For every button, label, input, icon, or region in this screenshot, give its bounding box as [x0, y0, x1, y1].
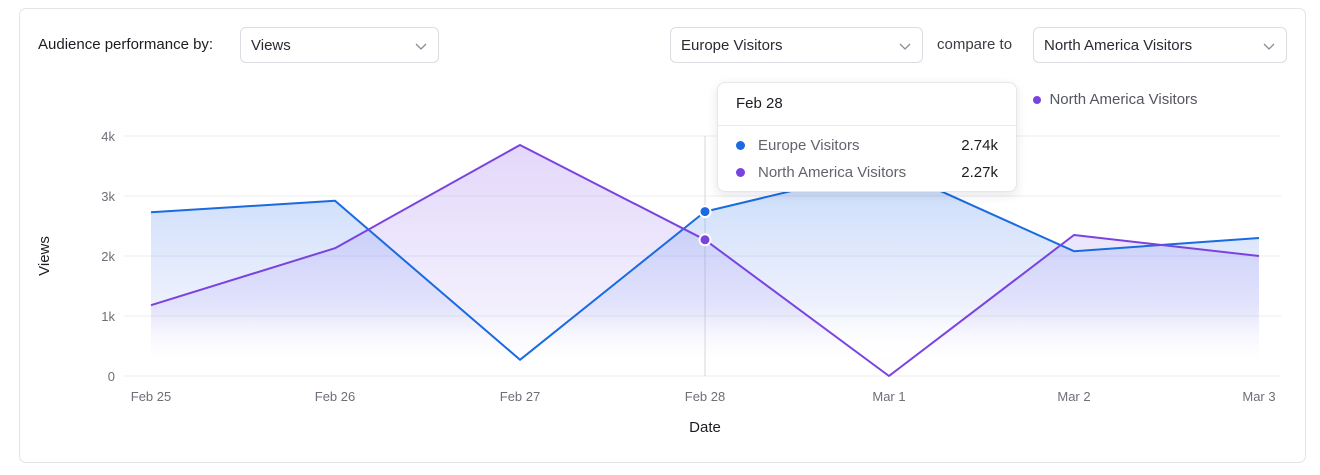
svg-text:Feb 26: Feb 26	[315, 389, 355, 404]
legend-dot-icon	[1033, 95, 1042, 104]
tooltip-divider	[718, 125, 1016, 126]
svg-text:4k: 4k	[101, 129, 115, 144]
primary-series-value: Europe Visitors	[681, 36, 783, 54]
x-axis-title: Date	[689, 419, 721, 436]
tooltip-series-value: 2.74k	[961, 136, 998, 154]
tooltip-row-europe: Europe Visitors 2.74k	[736, 135, 998, 155]
legend-item-north-america[interactable]: North America Visitors	[1033, 91, 1198, 108]
europe-hover-point	[698, 205, 712, 219]
svg-text:2k: 2k	[101, 249, 115, 264]
svg-text:Feb 25: Feb 25	[131, 389, 171, 404]
secondary-series-select[interactable]: North America Visitors	[1033, 27, 1287, 63]
compare-label: compare to	[937, 36, 1013, 53]
y-axis-ticks: 4k 3k 2k 1k 0	[101, 129, 115, 384]
series-dot-icon	[736, 167, 745, 177]
svg-text:3k: 3k	[101, 189, 115, 204]
tooltip-series-name: Europe Visitors	[758, 136, 860, 154]
series-dot-icon	[736, 140, 745, 150]
svg-text:0: 0	[108, 369, 115, 384]
metric-label: Audience performance by:	[38, 36, 214, 53]
legend-label: North America Visitors	[1049, 91, 1198, 108]
chevron-down-icon	[415, 43, 427, 50]
metric-select-value: Views	[251, 36, 291, 54]
europe-area	[151, 167, 1259, 360]
svg-text:1k: 1k	[101, 309, 115, 324]
tooltip-series-value: 2.27k	[961, 163, 998, 181]
svg-text:Mar 3: Mar 3	[1242, 389, 1275, 404]
x-axis-ticks: Feb 25 Feb 26 Feb 27 Feb 28 Mar 1 Mar 2 …	[131, 389, 1276, 404]
north-america-hover-point	[698, 233, 712, 247]
primary-series-select[interactable]: Europe Visitors	[670, 27, 923, 63]
svg-text:Feb 27: Feb 27	[500, 389, 540, 404]
chart-tooltip: Feb 28 Europe Visitors 2.74k North Ameri…	[717, 82, 1017, 192]
tooltip-row-north-america: North America Visitors 2.27k	[736, 162, 998, 182]
metric-select[interactable]: Views	[240, 27, 439, 63]
svg-text:Feb 28: Feb 28	[685, 389, 725, 404]
svg-text:Mar 1: Mar 1	[872, 389, 905, 404]
chevron-down-icon	[1263, 43, 1275, 50]
tooltip-series-name: North America Visitors	[758, 163, 907, 181]
y-axis-title: Views	[36, 236, 53, 276]
secondary-series-value: North America Visitors	[1044, 36, 1193, 54]
chevron-down-icon	[899, 43, 911, 50]
svg-text:Mar 2: Mar 2	[1057, 389, 1090, 404]
tooltip-title: Feb 28	[736, 95, 783, 112]
